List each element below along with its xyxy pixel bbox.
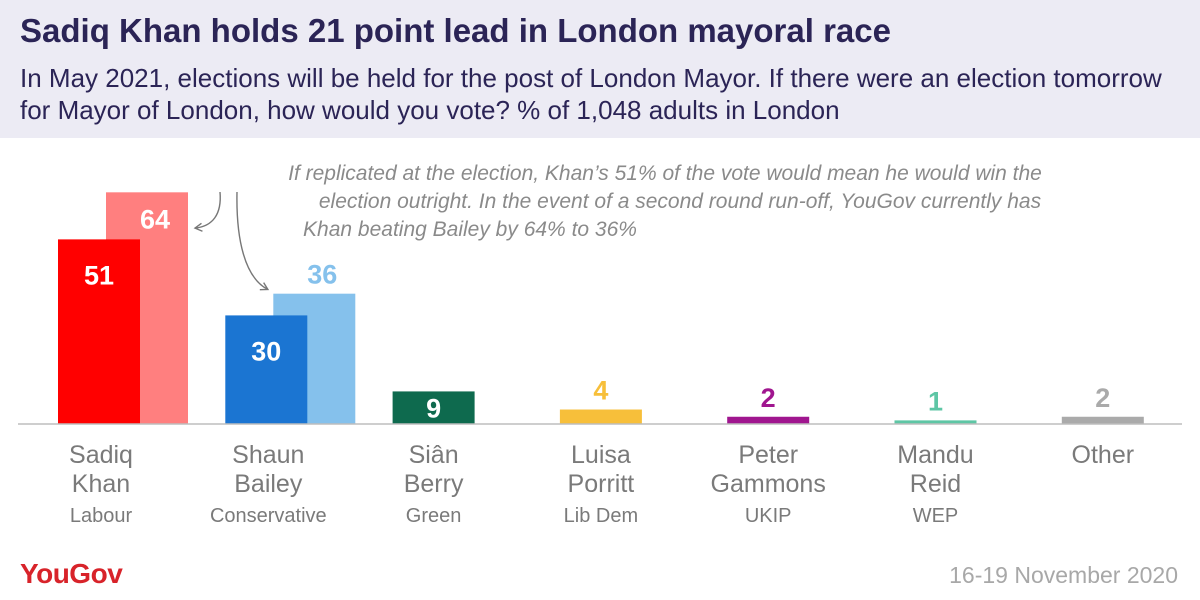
bar-label-other: 2 [1095, 383, 1110, 413]
bar-label-peter-gammons: 2 [761, 383, 776, 413]
party-label-sadiq-khan: Labour [70, 505, 133, 527]
party-label-sia-n-berry: Green [406, 505, 462, 527]
annotation-line-1: If replicated at the election, Khan’s 51… [288, 162, 1042, 185]
party-label-luisa-porritt: Lib Dem [564, 505, 638, 527]
bar-label-sia-n-berry: 9 [426, 394, 441, 424]
bar-label-runoff-sadiq-khan: 64 [140, 204, 170, 234]
category-label-peter-gammons: Peter [738, 441, 798, 469]
chart-subtitle: In May 2021, elections will be held for … [20, 63, 1162, 125]
party-label-mandu-reid: WEP [913, 505, 959, 527]
annotation: If replicated at the election, Khan’s 51… [193, 162, 1042, 291]
bar-label-sadiq-khan: 51 [84, 260, 114, 290]
category-label-sadiq-khan: Khan [72, 470, 130, 498]
bar-peter-gammons [727, 416, 810, 424]
annotation-line-2: election outright. In the event of a sec… [319, 190, 1042, 213]
category-label-sadiq-khan: Sadiq [69, 441, 133, 469]
fieldwork-date: 16-19 November 2020 [949, 562, 1178, 588]
annotation-arrow-bailey [236, 191, 270, 291]
category-label-sia-n-berry: Berry [404, 470, 464, 498]
yougov-logo: YouGov [20, 558, 123, 589]
bar-label-shaun-bailey: 30 [251, 336, 281, 366]
party-label-peter-gammons: UKIP [745, 505, 792, 527]
bar-shaun-bailey [225, 315, 308, 424]
chart-title: Sadiq Khan holds 21 point lead in London… [20, 12, 891, 49]
bar-sia-n-berry [392, 391, 475, 424]
annotation-line-3: Khan beating Bailey by 64% to 36% [303, 218, 637, 241]
chart-header: Sadiq Khan holds 21 point lead in London… [0, 0, 1200, 138]
bar-luisa-porritt [559, 409, 642, 424]
bar-label-luisa-porritt: 4 [593, 376, 608, 406]
bar-other [1061, 416, 1144, 424]
category-label-shaun-bailey: Bailey [234, 470, 303, 498]
category-label-luisa-porritt: Luisa [571, 441, 631, 469]
bar-label-runoff-shaun-bailey: 36 [307, 260, 337, 290]
category-label-other: Other [1072, 441, 1135, 469]
bar-mandu-reid [894, 420, 977, 424]
category-label-shaun-bailey: Shaun [232, 441, 304, 469]
party-label-shaun-bailey: Conservative [210, 505, 327, 527]
category-label-mandu-reid: Reid [910, 470, 961, 498]
category-label-luisa-porritt: Porritt [568, 470, 635, 498]
category-label-peter-gammons: Gammons [711, 470, 826, 498]
category-label-mandu-reid: Mandu [897, 441, 973, 469]
bar-label-mandu-reid: 1 [928, 386, 943, 416]
annotation-arrow-khan [193, 191, 221, 232]
category-label-sia-n-berry: Siân [409, 441, 459, 469]
bar-sadiq-khan [58, 239, 140, 424]
